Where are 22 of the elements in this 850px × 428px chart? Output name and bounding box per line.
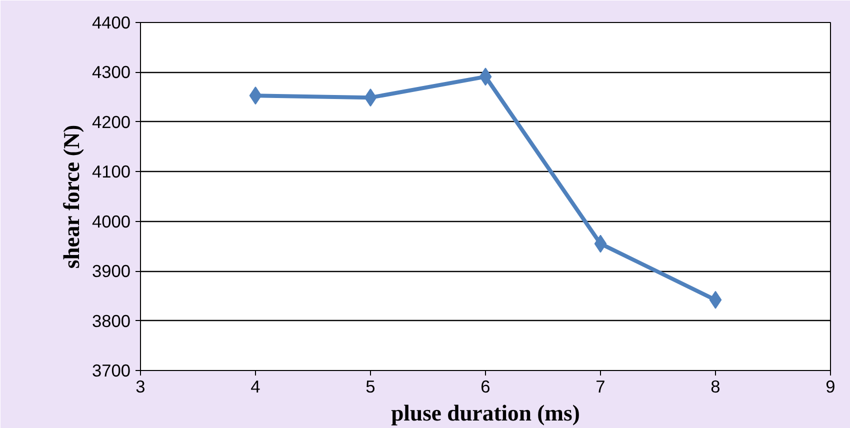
point (479, 68, 492, 86)
point (249, 86, 262, 105)
x-axis-title: pluse duration (ms) (391, 400, 580, 426)
y-tick-label: 4400 (92, 12, 131, 32)
y-axis-title: shear force (N) (58, 124, 84, 269)
x-tick-label: 6 (480, 376, 490, 396)
y-tick-label: 3900 (92, 261, 131, 282)
x-tick-label: 7 (596, 376, 606, 396)
x-tick-label: 9 (826, 376, 836, 396)
y-tick-label: 4200 (92, 112, 131, 132)
x-tick-label: 3 (136, 376, 146, 396)
x-tick-label: 4 (250, 376, 261, 396)
y-tick-label: 4300 (92, 62, 131, 82)
point (594, 234, 607, 253)
y-tick-label: 3700 (92, 360, 131, 380)
y-tick-label: 3800 (92, 310, 131, 331)
y-tick-label: 4000 (92, 211, 131, 232)
x-tick-label: 8 (710, 376, 720, 396)
y-tick-label: 4100 (92, 162, 131, 182)
point (364, 88, 377, 107)
x-tick-label: 5 (366, 376, 376, 396)
point (709, 290, 722, 309)
